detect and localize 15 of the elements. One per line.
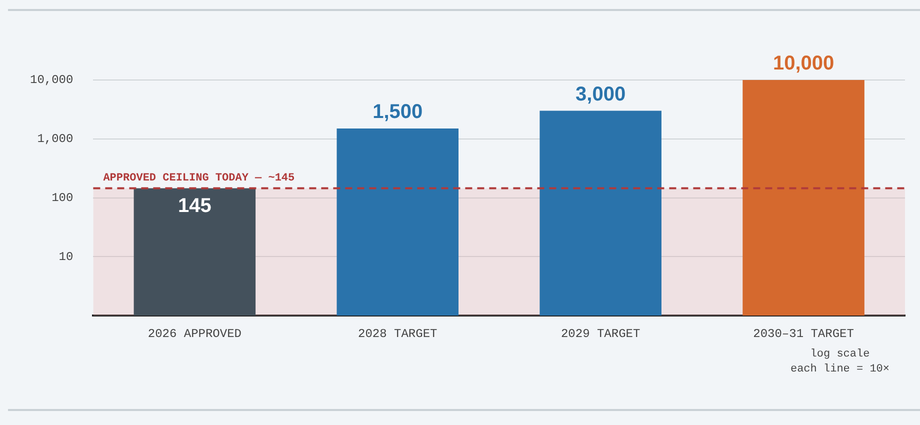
x-tick-label: 2030–31 TARGET (753, 326, 854, 341)
x-tick-label: 2026 APPROVED (148, 326, 242, 341)
ref-line-label: APPROVED CEILING TODAY — ~145 (103, 172, 296, 185)
data-label: 3,000 (576, 83, 626, 106)
x-tick-label: 2028 TARGET (358, 326, 438, 341)
y-tick-label: 1,000 (37, 132, 74, 146)
x-tick-label: 2029 TARGET (560, 326, 640, 341)
data-label: 1,500 (372, 101, 423, 124)
text: log scale (810, 348, 870, 361)
data-label: 10,000 (772, 52, 834, 75)
y-tick-label: 100 (52, 190, 74, 205)
y-tick-label: 10,000 (30, 73, 74, 88)
y-tick-label: 10 (58, 250, 74, 264)
text: each line = 10× (790, 364, 890, 376)
data-label: 145 (178, 194, 212, 217)
